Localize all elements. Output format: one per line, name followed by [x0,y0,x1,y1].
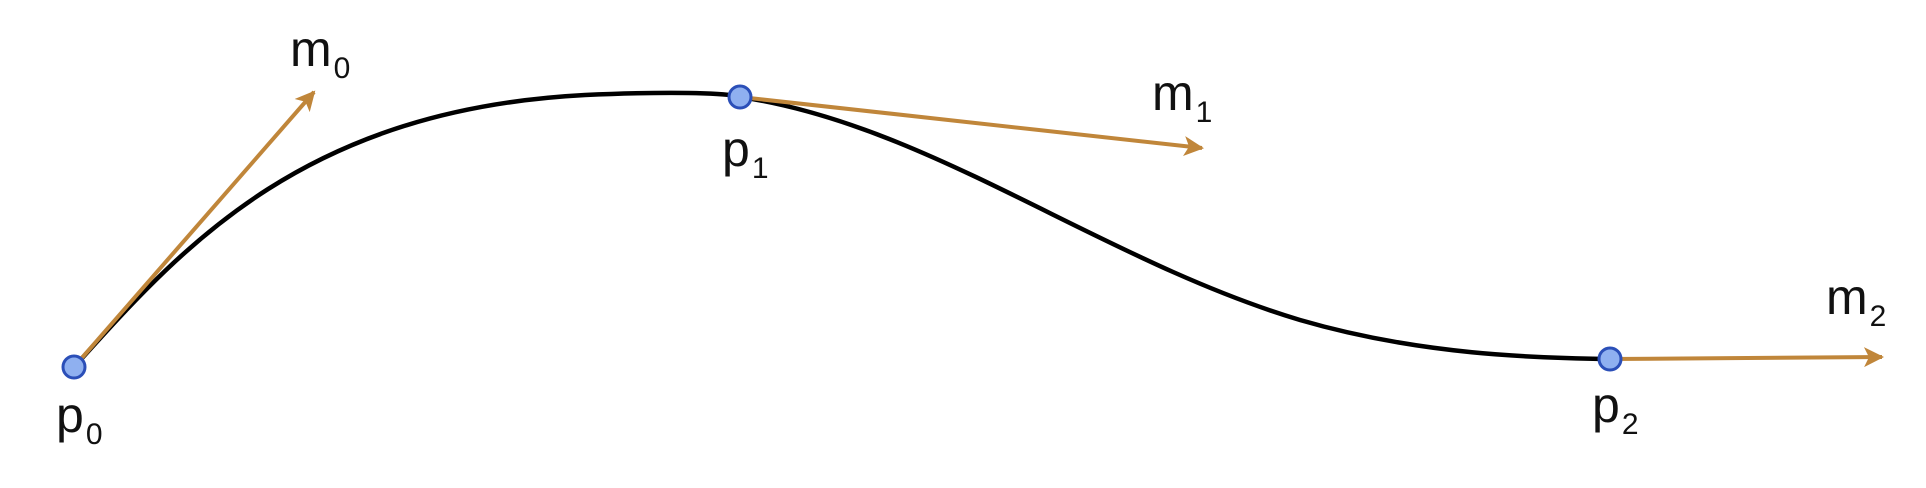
label-m0: m0 [290,21,350,85]
tangent-vector-m0 [72,90,316,369]
spline-curve [71,90,1613,370]
tangent-vector-m1 [739,95,1204,156]
control-point-p1 [727,84,753,110]
label-p1: p1 [722,121,769,185]
label-p0: p0 [56,387,103,451]
control-point-p2 [1597,346,1623,372]
tangent-vector-m2 [1609,347,1884,368]
label-m1: m1 [1152,65,1212,129]
label-p2: p2 [1592,377,1639,441]
control-point-p0 [61,354,87,380]
label-m2: m2 [1826,269,1886,333]
